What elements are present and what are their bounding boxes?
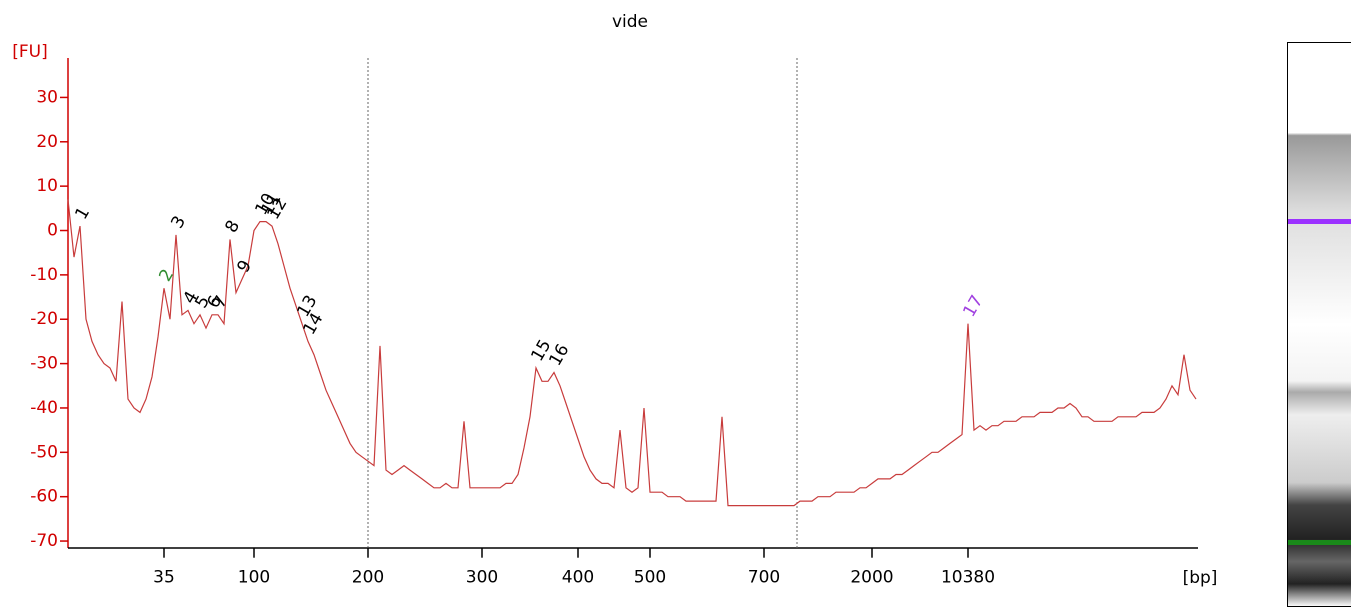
x-tick-label: 200 — [352, 568, 384, 588]
peak-label: 1 — [71, 204, 94, 223]
y-tick-label: -30 — [30, 354, 58, 374]
peak-label: 7 — [209, 292, 232, 311]
y-tick-label: 20 — [36, 132, 58, 152]
y-tick-label: -70 — [30, 531, 58, 551]
y-tick-label: -60 — [30, 487, 58, 507]
peak-label: 3 — [167, 213, 190, 232]
x-tick-label: 700 — [748, 568, 780, 588]
gel-lane — [1287, 42, 1351, 607]
x-tick-label: 10380 — [941, 568, 995, 588]
peak-label: 9 — [233, 257, 256, 276]
x-axis-title: [bp] — [1183, 568, 1218, 588]
y-tick-label: -10 — [30, 265, 58, 285]
peak-label: 17 — [959, 292, 987, 321]
x-tick-label: 500 — [634, 568, 666, 588]
y-tick-label: -40 — [30, 398, 58, 418]
trace — [67, 199, 1197, 507]
y-tick-label: 10 — [36, 176, 58, 196]
y-tick-label: 30 — [36, 87, 58, 107]
x-tick-label: 2000 — [850, 568, 893, 588]
peak-label: 2 — [155, 266, 178, 285]
y-tick-label: -20 — [30, 309, 58, 329]
x-tick-label: 100 — [238, 568, 270, 588]
peak-label: 8 — [221, 217, 244, 236]
x-tick-label: 400 — [562, 568, 594, 588]
y-axis-title: [FU] — [12, 42, 48, 62]
y-tick-label: 0 — [47, 221, 58, 241]
chart-title: vide — [612, 12, 648, 32]
x-tick-label: 300 — [466, 568, 498, 588]
x-tick-label: 35 — [153, 568, 175, 588]
y-tick-label: -50 — [30, 442, 58, 462]
